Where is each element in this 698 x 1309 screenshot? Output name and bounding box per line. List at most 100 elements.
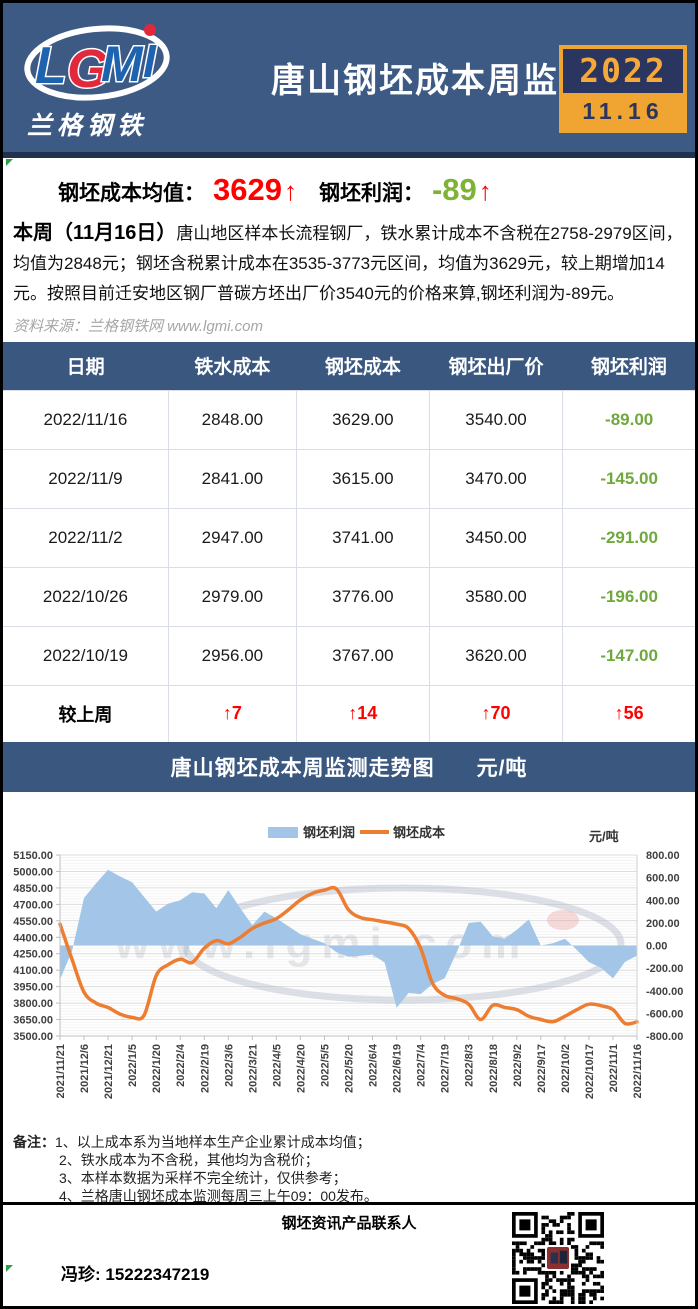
svg-text:2022/8/3: 2022/8/3 (464, 1044, 476, 1087)
svg-text:4550.00: 4550.00 (13, 916, 53, 928)
svg-text:2022/10/2: 2022/10/2 (560, 1044, 572, 1093)
svg-text:钢坯利润: 钢坯利润 (303, 825, 355, 840)
column-header: 钢坯利润 (562, 342, 695, 390)
notes-label: 备注： (13, 1134, 55, 1150)
header: L G M I 兰格钢铁 唐山钢坯成本周监测 2022 11.16 (3, 3, 695, 152)
delta-label-cell: 较上周 (3, 684, 169, 742)
svg-text:3500.00: 3500.00 (13, 1031, 53, 1043)
date-cell: 2022/11/9 (3, 448, 169, 508)
column-header: 钢坯成本 (296, 342, 430, 390)
weekly-report-paragraph: 本周（11月16日）唐山地区样本长流程钢厂，铁水累计成本不含税在2758-297… (3, 212, 695, 312)
svg-text:2022/7/4: 2022/7/4 (416, 1043, 428, 1087)
value-cell: -196.00 (562, 566, 695, 626)
svg-text:3650.00: 3650.00 (13, 1015, 53, 1027)
date-cell: 2022/10/26 (3, 566, 169, 626)
notes-section: 备注： 1、以上成本系为当地样本生产企业累计成本均值； 2、铁水成本为不含税，其… (3, 1128, 695, 1204)
trend-chart: www.lgmi.com 5150.005000.004850.004700.0… (13, 825, 683, 1099)
svg-text:钢坯成本: 钢坯成本 (393, 825, 445, 840)
trend-chart-section: www.lgmi.com 5150.005000.004850.004700.0… (3, 792, 695, 1128)
svg-text:3800.00: 3800.00 (13, 998, 53, 1010)
date-cell: 2022/11/2 (3, 507, 169, 567)
svg-text:2022/2/4: 2022/2/4 (175, 1043, 187, 1087)
table-row: 2022/11/9 2841.00 3615.00 3470.00 -145.00 (3, 448, 695, 508)
svg-text:2021/11/21: 2021/11/21 (55, 1044, 67, 1098)
svg-text:2022/9/17: 2022/9/17 (536, 1044, 548, 1093)
svg-text:-600.00: -600.00 (646, 1008, 683, 1020)
profit-up-arrow-icon: ↑ (478, 176, 492, 206)
profit-value: -89 (431, 172, 477, 207)
excel-artifact-icon (6, 159, 13, 166)
value-cell: 2848.00 (167, 389, 297, 449)
svg-text:0.00: 0.00 (646, 941, 667, 953)
cost-line-series (58, 885, 639, 1026)
svg-text:600.00: 600.00 (646, 873, 680, 885)
svg-text:2021/12/6: 2021/12/6 (79, 1044, 91, 1093)
value-cell: -291.00 (562, 507, 695, 567)
logo-letter: I (143, 35, 157, 87)
table-row: 2022/10/19 2956.00 3767.00 3620.00 -147.00 (3, 625, 695, 685)
logo-letter: G (67, 39, 109, 99)
badge-date: 11.16 (563, 93, 683, 129)
svg-text:-800.00: -800.00 (646, 1031, 683, 1043)
profit-label: 钢坯利润： (318, 182, 424, 205)
chart-legend: 钢坯利润 钢坯成本 元/吨 (268, 825, 619, 844)
svg-text:元/吨: 元/吨 (589, 829, 619, 844)
delta-value-cell: ↑7 (167, 684, 297, 742)
contact-info: 冯珍: 15222347219 (61, 1265, 210, 1284)
value-cell: 3615.00 (295, 448, 430, 508)
value-cell: 3580.00 (428, 566, 563, 626)
value-cell: 2947.00 (167, 507, 297, 567)
logo-dot (144, 24, 156, 36)
svg-text:2022/11/16: 2022/11/16 (632, 1044, 644, 1098)
svg-text:200.00: 200.00 (646, 918, 680, 930)
delta-value-cell: ↑14 (295, 684, 430, 742)
logo-letter: M (101, 36, 144, 92)
badge-year: 2022 (563, 49, 683, 93)
svg-text:2022/2/19: 2022/2/19 (199, 1044, 211, 1093)
svg-text:4100.00: 4100.00 (13, 965, 53, 977)
svg-text:4400.00: 4400.00 (13, 932, 53, 944)
footer: 钢坯资讯产品联系人 冯珍: 15222347219 (3, 1202, 695, 1306)
svg-text:2022/1/5: 2022/1/5 (127, 1044, 139, 1087)
svg-text:2022/9/2: 2022/9/2 (512, 1044, 524, 1087)
svg-text:3950.00: 3950.00 (13, 982, 53, 994)
value-cell: -147.00 (562, 625, 695, 685)
page-title: 唐山钢坯成本周监测 (271, 62, 595, 100)
profit-area-series (60, 869, 637, 1008)
table-row: 2022/11/2 2947.00 3741.00 3450.00 -291.00 (3, 507, 695, 567)
svg-text:2022/1/20: 2022/1/20 (151, 1044, 163, 1093)
delta-value-cell: ↑70 (428, 684, 563, 742)
svg-text:2022/3/21: 2022/3/21 (247, 1044, 259, 1093)
column-header: 日期 (3, 342, 169, 390)
svg-text:2022/6/4: 2022/6/4 (368, 1043, 380, 1087)
value-cell: 3470.00 (428, 448, 563, 508)
svg-text:4250.00: 4250.00 (13, 949, 53, 961)
svg-text:2022/10/17: 2022/10/17 (584, 1044, 596, 1099)
value-cell: -145.00 (562, 448, 695, 508)
footer-contact-title: 钢坯资讯产品联系人 (281, 1215, 417, 1232)
value-cell: 2979.00 (167, 566, 297, 626)
svg-text:2022/3/6: 2022/3/6 (223, 1044, 235, 1087)
data-source-line: 资料来源：兰格钢铁网 www.lgmi.com (13, 318, 264, 335)
svg-text:2022/11/1: 2022/11/1 (608, 1044, 620, 1092)
date-badge: 2022 11.16 (559, 45, 687, 133)
report-lead: 本周（11月16日） (13, 222, 177, 244)
note-item: 1、以上成本系为当地样本生产企业累计成本均值； (55, 1134, 371, 1150)
svg-text:5150.00: 5150.00 (13, 850, 53, 862)
value-cell: 3629.00 (295, 389, 430, 449)
logo-brand-name: 兰格钢铁 (27, 111, 148, 140)
summary-bar: 钢坯成本均值： 3629 ↑ 钢坯利润： -89 ↑ (3, 158, 695, 212)
logo-block: L G M I 兰格钢铁 (3, 13, 181, 142)
value-cell: 3741.00 (295, 507, 430, 567)
svg-text:5000.00: 5000.00 (13, 867, 53, 879)
chart-title: 唐山钢坯成本周监测走势图 (170, 757, 435, 780)
svg-text:-400.00: -400.00 (646, 986, 683, 998)
value-cell: 3620.00 (428, 625, 563, 685)
svg-text:-200.00: -200.00 (646, 963, 683, 975)
value-cell: 3450.00 (428, 507, 563, 567)
value-cell: 3776.00 (295, 566, 430, 626)
billet-table-body: 2022/11/16 2848.00 3629.00 3540.00 -89.00 202… (3, 389, 695, 742)
svg-text:4850.00: 4850.00 (13, 883, 53, 895)
svg-text:2022/7/19: 2022/7/19 (440, 1044, 452, 1093)
column-header: 铁水成本 (168, 342, 297, 390)
